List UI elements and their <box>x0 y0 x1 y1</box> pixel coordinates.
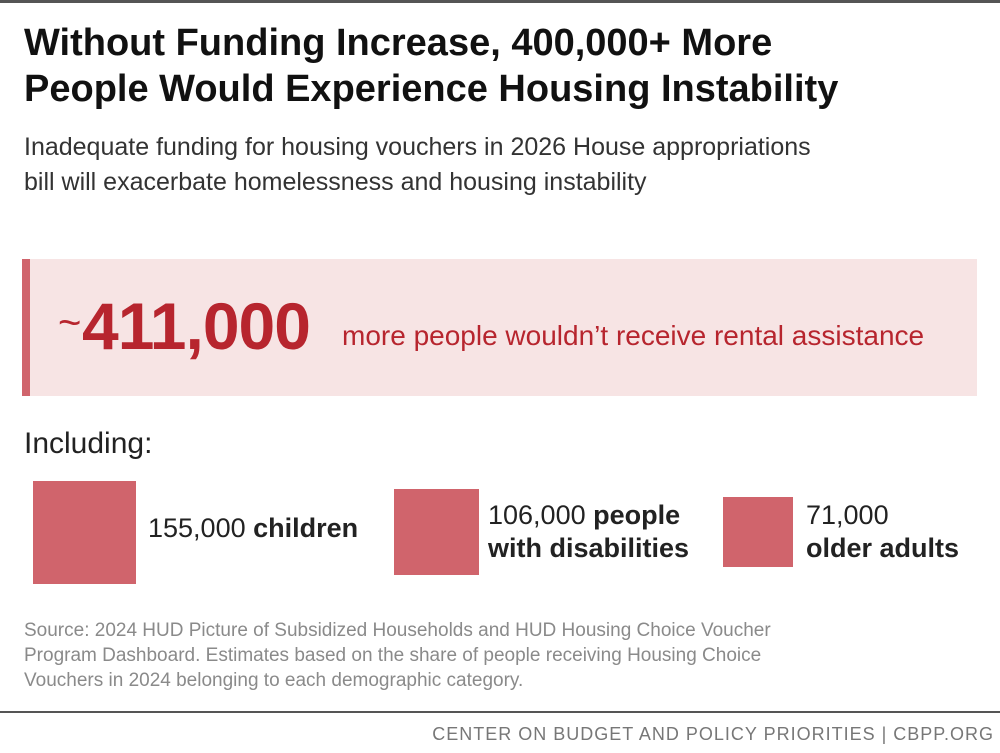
chart-title: Without Funding Increase, 400,000+ More … <box>24 20 984 112</box>
chart-subtitle-line1: Inadequate funding for housing vouchers … <box>24 133 811 161</box>
callout-text: more people wouldn’t receive rental assi… <box>342 320 925 351</box>
total-callout: ~ 411,000 more people wouldn’t receive r… <box>22 259 977 396</box>
children-square <box>33 480 136 584</box>
callout-tilde: ~ <box>58 301 82 345</box>
disabilities-square <box>394 489 480 575</box>
source-note: Source: 2024 HUD Picture of Subsidized H… <box>24 618 974 693</box>
chart-title-line1: Without Funding Increase, 400,000+ More <box>24 22 773 64</box>
chart-subtitle: Inadequate funding for housing vouchers … <box>24 130 984 200</box>
disabilities-label: 106,000 people with disabilities <box>488 499 689 565</box>
source-line2: Program Dashboard. Estimates based on th… <box>24 645 762 666</box>
including-label: Including: <box>24 427 153 460</box>
callout-number: 411,000 <box>82 289 311 363</box>
older-adults-label: 71,000 older adults <box>806 499 959 565</box>
source-line1: Source: 2024 HUD Picture of Subsidized H… <box>24 620 771 641</box>
older-adults-square <box>723 497 793 567</box>
chart-title-line2: People Would Experience Housing Instabil… <box>24 68 839 110</box>
source-line3: Vouchers in 2024 belonging to each demog… <box>24 670 524 691</box>
older-adults-number: 71,000 <box>806 500 889 530</box>
children-number: 155,000 <box>148 513 246 543</box>
disabilities-desc-line2: with disabilities <box>488 533 690 563</box>
chart-subtitle-line2: bill will exacerbate homelessness and ho… <box>24 168 647 196</box>
footer-credit: CENTER ON BUDGET AND POLICY PRIORITIES |… <box>432 724 994 744</box>
top-rule <box>0 0 1000 3</box>
disabilities-desc-line1: people <box>593 500 681 530</box>
bottom-rule <box>0 711 1000 713</box>
disabilities-number: 106,000 <box>488 500 586 530</box>
children-label: 155,000 children <box>148 512 358 545</box>
older-adults-desc: older adults <box>806 533 960 563</box>
children-desc: children <box>253 513 359 543</box>
